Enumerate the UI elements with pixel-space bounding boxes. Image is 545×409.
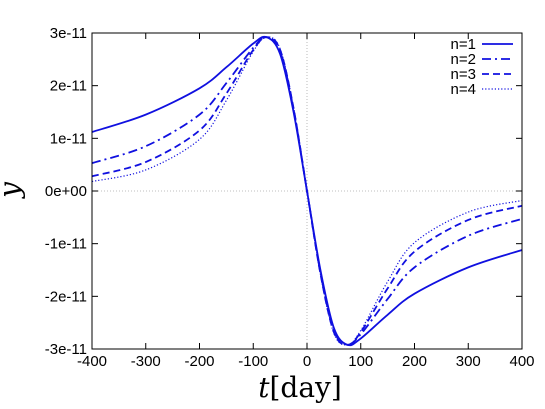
- x-tick-label: -400: [77, 353, 107, 370]
- y-tick-label: -1e-11: [45, 236, 87, 253]
- x-axis-label-var: t: [258, 371, 270, 404]
- ticks-layer: -400 -300 -200 -100 0 100 200 300 400 3e-11 2e-11 1…: [45, 25, 535, 370]
- series-line-n4: [91, 36, 523, 346]
- y-tick-label: -3e-11: [45, 341, 87, 358]
- y-tick-label: 0e+00: [45, 183, 87, 200]
- x-tick-label: 0: [303, 353, 311, 370]
- x-tick-label: 200: [402, 353, 427, 370]
- series-layer: [91, 35, 523, 347]
- legend-label: n=1: [451, 36, 476, 53]
- x-tick-label: -100: [238, 353, 268, 370]
- y-tick-label: 2e-11: [50, 78, 87, 95]
- y-tick-label: 1e-11: [50, 130, 87, 147]
- y-tick-label: 3e-11: [50, 25, 87, 42]
- x-axis-label-unit: [day]: [269, 371, 341, 404]
- x-tick-label: -300: [131, 353, 161, 370]
- x-tick-label: 400: [509, 353, 534, 370]
- x-tick-label: 300: [456, 353, 481, 370]
- series-line-n3: [91, 36, 523, 346]
- legend: n=1n=2n=3n=4: [451, 36, 513, 98]
- legend-label: n=3: [451, 66, 476, 83]
- x-axis-label: t[day]: [258, 371, 342, 404]
- x-tick-label: 100: [348, 353, 373, 370]
- y-tick-label: -2e-11: [45, 288, 87, 305]
- x-tick-label: -200: [184, 353, 214, 370]
- legend-label: n=2: [451, 51, 476, 68]
- y-axis-label: y: [0, 181, 26, 200]
- legend-label: n=4: [451, 81, 476, 98]
